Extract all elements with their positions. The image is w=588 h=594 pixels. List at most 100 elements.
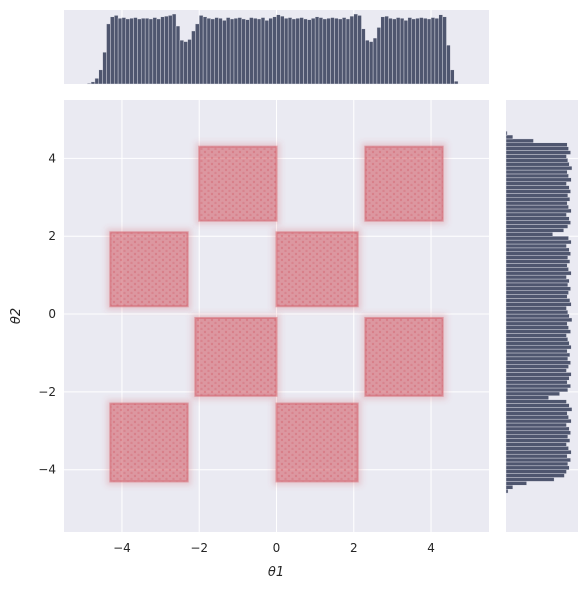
top-hist-bar (314, 16, 320, 85)
top-hist-bar (222, 20, 227, 85)
top-hist-bar (349, 15, 354, 85)
right-hist-bar (505, 146, 569, 151)
right-hist-bar (505, 309, 569, 315)
right-hist-bar (505, 426, 570, 432)
right-hist-bar (505, 263, 568, 268)
top-hist-bar (268, 18, 273, 85)
density-edge (364, 145, 444, 222)
right-hist-bar (505, 173, 569, 179)
top-hist-bar (106, 23, 111, 85)
right-hist-bar (505, 488, 509, 494)
right-hist-bar (505, 251, 571, 256)
right-hist-bar (505, 298, 571, 303)
top-hist-bar (137, 18, 142, 85)
top-hist-bar (86, 83, 92, 85)
top-hist-bar (318, 17, 324, 85)
top-hist-bar (245, 19, 250, 85)
y-axis-label: θ2 (9, 308, 24, 324)
right-hist-bar (505, 154, 567, 159)
right-hist-bar (505, 333, 567, 338)
y-tick-label: −4 (38, 463, 56, 477)
top-hist-bar (392, 18, 397, 85)
right-hist-bar (505, 228, 564, 233)
right-hist-bar (505, 446, 569, 451)
density-edge (194, 316, 278, 397)
right-hist-bar (505, 130, 508, 136)
top-hist-bar (284, 18, 289, 85)
right-hist-bar (505, 430, 571, 435)
right-hist-bar (505, 255, 569, 260)
top-hist-bar (446, 44, 451, 85)
top-hist-bar (415, 18, 420, 85)
top-hist-bar (442, 16, 447, 85)
top-hist-bar (179, 39, 184, 85)
right-hist-bar (505, 329, 571, 334)
top-hist-bar (426, 18, 432, 85)
top-hist-bar (226, 17, 231, 85)
density-square (361, 313, 447, 400)
right-hist-bar (505, 177, 572, 182)
top-hist-bar (338, 18, 343, 85)
top-hist-bar (218, 18, 223, 85)
top-hist-bar (202, 16, 208, 85)
top-hist-bar (171, 13, 177, 85)
density-square (106, 228, 192, 311)
top-hist-bar (191, 30, 196, 85)
right-histogram-bars (505, 130, 573, 494)
top-hist-bar (90, 81, 96, 85)
top-hist-bar (276, 14, 281, 85)
right-hist-bar (505, 481, 527, 486)
top-hist-bar (399, 18, 405, 85)
top-hist-bar (376, 27, 382, 85)
top-hist-bar (326, 18, 331, 85)
top-hist-bar (133, 17, 138, 85)
top-hist-bar (164, 15, 169, 85)
top-hist-bar (94, 78, 99, 85)
density-square (361, 142, 447, 225)
right-hist-bar (505, 461, 569, 467)
right-hist-bar (505, 321, 568, 326)
x-axis-label: θ1 (268, 565, 284, 580)
top-hist-bar (195, 23, 200, 85)
density-edge (198, 145, 278, 222)
right-hist-bar (505, 247, 570, 252)
right-histogram (505, 100, 578, 532)
right-hist-bar (505, 239, 572, 245)
right-hist-bar (505, 438, 571, 443)
top-hist-bar (299, 17, 304, 85)
density-square (106, 399, 192, 486)
x-axis-ticks: −4 −2 0 2 4 (113, 541, 435, 555)
top-hist-bar (102, 51, 107, 85)
top-hist-bar (141, 18, 146, 85)
top-hist-bar (114, 15, 119, 85)
top-hist-bar (98, 69, 103, 85)
top-hist-bar (353, 13, 358, 85)
right-hist-bar (505, 271, 572, 276)
right-hist-bar (505, 317, 573, 323)
right-hist-bar (505, 442, 567, 447)
top-hist-bar (129, 18, 134, 85)
right-hist-bar (505, 306, 567, 311)
density-square (191, 313, 281, 400)
top-hist-bar (341, 17, 347, 85)
right-hist-bar (505, 224, 569, 229)
right-hist-bar (505, 142, 568, 147)
right-hist-bar (505, 457, 571, 463)
density-edge (364, 316, 444, 397)
right-hist-bar (505, 158, 569, 163)
top-hist-bar (396, 17, 401, 85)
density-body (199, 146, 277, 221)
right-hist-bar (505, 352, 571, 358)
right-hist-bar (505, 434, 569, 439)
top-hist-bar (365, 39, 370, 85)
right-hist-bar (505, 364, 569, 369)
top-hist-bar (403, 20, 409, 85)
top-hist-bar (199, 15, 204, 85)
right-hist-bar (505, 278, 570, 284)
right-hist-bar (505, 411, 568, 416)
top-hist-bar (311, 18, 316, 85)
top-hist-bar (388, 18, 393, 85)
top-hist-bar (260, 17, 266, 85)
density-square (272, 228, 362, 311)
